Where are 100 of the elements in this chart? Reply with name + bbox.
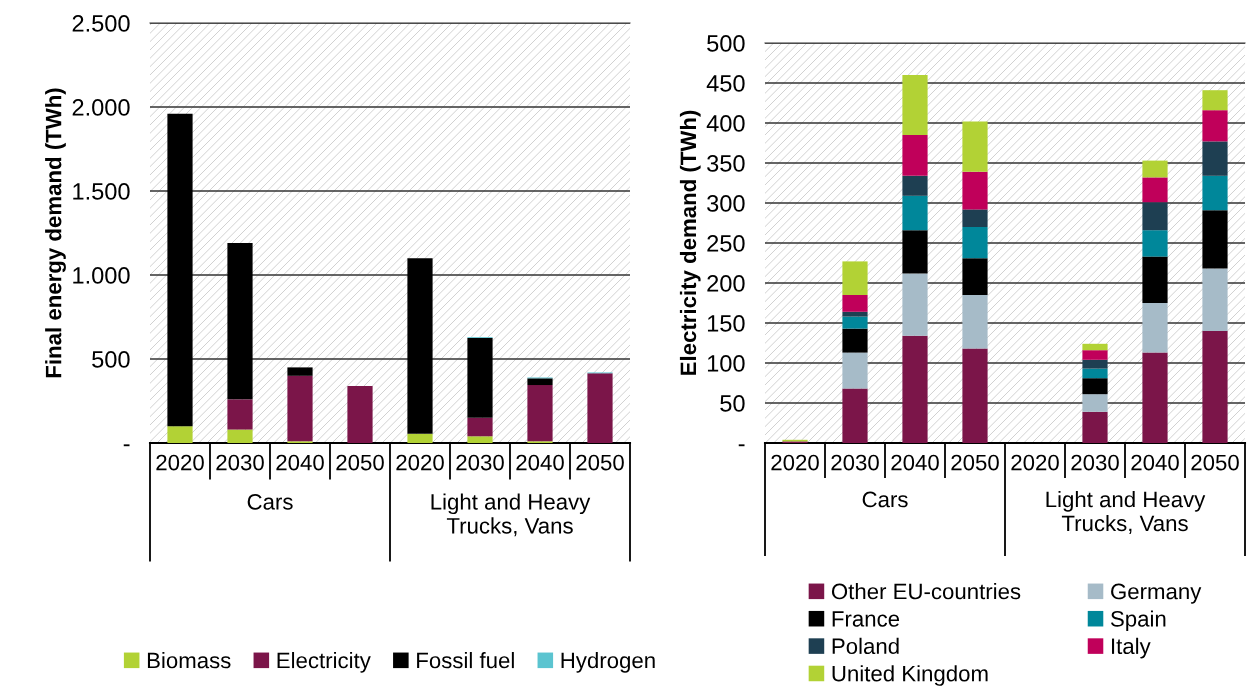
bar bbox=[1082, 368, 1108, 379]
bar bbox=[842, 261, 868, 295]
bar bbox=[1202, 110, 1228, 142]
bar bbox=[587, 373, 613, 443]
bar bbox=[1142, 230, 1168, 257]
legend-label: Poland bbox=[832, 637, 899, 655]
x-tick-label: 2030 bbox=[456, 454, 504, 471]
x-tick-label: 2050 bbox=[336, 454, 384, 471]
bar bbox=[842, 352, 868, 389]
text: Cars bbox=[247, 493, 293, 510]
bar bbox=[407, 433, 433, 443]
bar bbox=[902, 175, 928, 196]
bar bbox=[167, 113, 193, 427]
legend-label: Italy bbox=[1112, 637, 1151, 659]
bar bbox=[1142, 352, 1168, 443]
bar bbox=[1202, 90, 1228, 111]
bar bbox=[527, 378, 553, 386]
bar bbox=[1202, 210, 1228, 269]
bar bbox=[1142, 303, 1168, 353]
x-tick-label: 2050 bbox=[951, 454, 999, 471]
y-tick-label: 350 bbox=[707, 155, 745, 172]
y-tick-label: 1.500 bbox=[73, 183, 130, 200]
text: Cars bbox=[862, 491, 908, 508]
x-tick-label: 2040 bbox=[276, 454, 324, 471]
bar bbox=[1202, 268, 1228, 331]
x-tick-label: 2020 bbox=[1011, 454, 1059, 471]
legend-label: Hydrogen bbox=[561, 652, 655, 673]
bar bbox=[1202, 141, 1228, 176]
x-tick-label: 2040 bbox=[891, 454, 939, 471]
y-tick-label: 100 bbox=[707, 355, 745, 372]
bar bbox=[902, 335, 928, 443]
bar bbox=[842, 295, 868, 312]
legend-label: France bbox=[832, 611, 900, 627]
bar bbox=[287, 375, 313, 442]
y-tick-label: 2.000 bbox=[72, 99, 130, 116]
bar bbox=[467, 417, 493, 437]
bar bbox=[1142, 256, 1168, 303]
bar bbox=[1082, 394, 1108, 412]
y-tick-label: - bbox=[123, 444, 130, 447]
bar bbox=[227, 399, 253, 430]
bar bbox=[962, 227, 988, 259]
bar bbox=[902, 273, 928, 336]
bar bbox=[1142, 177, 1168, 203]
bar bbox=[842, 388, 868, 443]
y-tick-label: 50 bbox=[720, 395, 745, 412]
bar bbox=[227, 429, 253, 443]
bar bbox=[962, 295, 988, 349]
bar bbox=[407, 258, 433, 434]
x-tick-label: 2030 bbox=[1071, 454, 1119, 471]
bar bbox=[962, 258, 988, 295]
y-tick-label: - bbox=[738, 444, 745, 447]
legend-label: United Kingdom bbox=[832, 665, 988, 686]
bar bbox=[527, 385, 553, 442]
bar bbox=[467, 436, 493, 443]
bar bbox=[347, 385, 373, 443]
legend-label: Germany bbox=[1111, 583, 1202, 604]
y-axis-title: Electricity demand (TWh) bbox=[679, 110, 701, 375]
bar bbox=[1142, 202, 1168, 231]
bar bbox=[962, 209, 988, 227]
y-axis-title: Final energy demand (TWh) bbox=[45, 88, 66, 378]
y-tick-label: 450 bbox=[706, 75, 745, 92]
bar bbox=[842, 311, 868, 317]
bar bbox=[842, 316, 868, 329]
bar bbox=[962, 171, 988, 210]
x-tick-label: 2020 bbox=[771, 454, 819, 471]
y-tick-label: 400 bbox=[706, 115, 745, 132]
bar bbox=[467, 338, 493, 418]
x-tick-label: 2030 bbox=[831, 454, 879, 471]
y-tick-label: 300 bbox=[707, 195, 745, 212]
legend-label: Biomass bbox=[147, 652, 231, 669]
bar bbox=[962, 121, 988, 172]
text: Light and Heavy Trucks, Vans bbox=[431, 493, 591, 537]
bar bbox=[1082, 350, 1108, 360]
legend-label: Fossil fuel bbox=[417, 652, 514, 669]
x-tick-label: 2020 bbox=[396, 454, 444, 471]
y-tick-label: 500 bbox=[92, 351, 130, 368]
bar bbox=[287, 367, 313, 376]
legend-label: Electricity bbox=[277, 652, 371, 673]
x-tick-label: 2050 bbox=[576, 454, 624, 471]
bar bbox=[902, 195, 928, 231]
bar bbox=[1082, 343, 1108, 351]
y-tick-label: 500 bbox=[707, 35, 745, 52]
x-tick-label: 2030 bbox=[216, 454, 264, 471]
y-tick-label: 2.500 bbox=[72, 15, 130, 32]
bar bbox=[227, 243, 253, 400]
x-tick-label: 2050 bbox=[1191, 454, 1239, 471]
legend-label: Other EU-countries bbox=[831, 583, 1021, 600]
bar bbox=[1202, 175, 1228, 211]
bar bbox=[842, 328, 868, 353]
bar bbox=[1082, 411, 1108, 443]
y-tick-label: 150 bbox=[707, 315, 745, 332]
legend-label: Spain bbox=[1110, 610, 1166, 632]
bar bbox=[1082, 378, 1108, 395]
bar bbox=[902, 135, 928, 176]
x-tick-label: 2020 bbox=[156, 454, 204, 471]
bar bbox=[167, 426, 193, 443]
y-tick-label: 250 bbox=[707, 235, 745, 252]
y-tick-label: 1.000 bbox=[73, 267, 130, 284]
bar bbox=[1202, 331, 1228, 443]
bar bbox=[1142, 160, 1168, 178]
